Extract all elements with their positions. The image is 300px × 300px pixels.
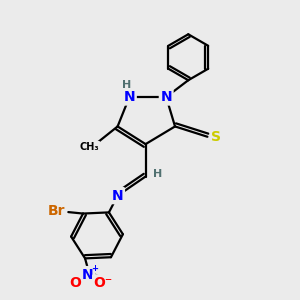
Text: +: + [91, 264, 98, 273]
Text: N: N [112, 189, 123, 202]
Text: O⁻: O⁻ [94, 276, 113, 290]
Text: H: H [153, 169, 163, 178]
Text: H: H [122, 80, 132, 90]
Text: S: S [211, 130, 221, 144]
Text: N: N [160, 90, 172, 104]
Text: N: N [124, 90, 135, 104]
Text: Br: Br [48, 204, 65, 218]
Text: N: N [82, 268, 94, 282]
Text: O: O [69, 276, 81, 290]
Text: CH₃: CH₃ [79, 142, 99, 152]
